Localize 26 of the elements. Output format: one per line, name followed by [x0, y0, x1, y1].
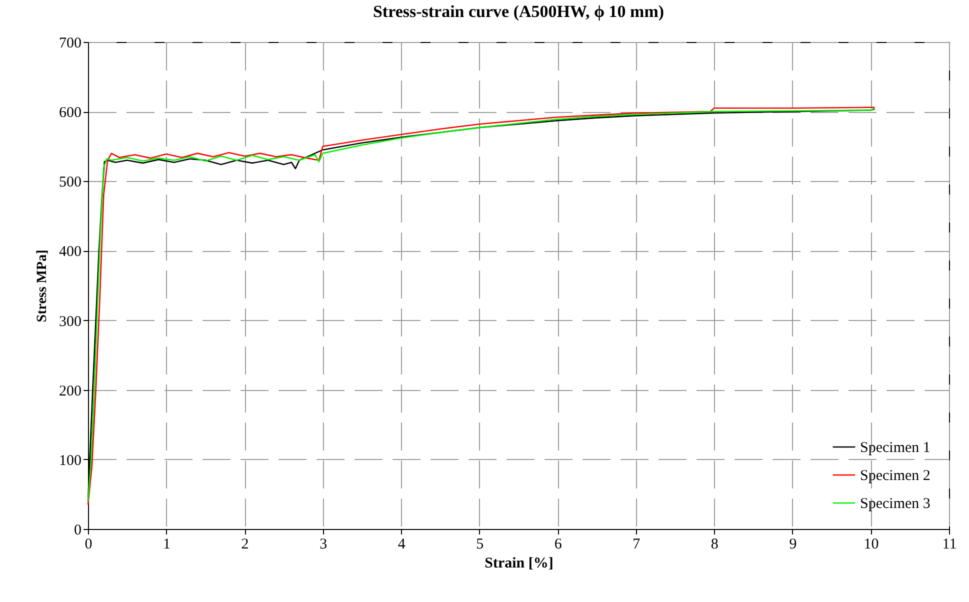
legend-label: Specimen 1	[860, 440, 930, 456]
y-tick-label: 700	[59, 36, 82, 52]
x-axis-title: Strain [%]	[484, 556, 554, 572]
legend-label: Specimen 2	[860, 468, 930, 484]
x-tick-label: 6	[554, 536, 562, 552]
x-tick-label: 5	[476, 536, 484, 552]
y-tick-label: 300	[59, 314, 82, 330]
y-tick-label: 600	[59, 105, 82, 122]
y-tick-label: 0	[74, 522, 82, 538]
x-tick-label: 7	[632, 536, 641, 552]
y-tick-label: 400	[59, 244, 82, 260]
x-tick-label: 1	[163, 536, 171, 552]
y-tick-label: 200	[59, 383, 82, 400]
x-tick-label: 8	[710, 536, 718, 552]
x-tick-label: 11	[942, 536, 957, 552]
x-tick-label: 3	[320, 536, 328, 552]
y-tick-label: 100	[59, 452, 82, 469]
x-tick-label: 4	[398, 536, 406, 552]
x-tick-label: 2	[241, 536, 249, 552]
legend-label: Specimen 3	[860, 496, 930, 512]
x-tick-label: 10	[864, 536, 879, 552]
y-tick-label: 500	[59, 174, 82, 191]
y-axis-title: Stress MPa]	[35, 250, 50, 322]
chart-title: Stress-strain curve (A500HW, ϕ 10 mm)	[372, 2, 664, 21]
x-tick-label: 0	[84, 536, 92, 552]
x-tick-label: 9	[789, 536, 797, 552]
